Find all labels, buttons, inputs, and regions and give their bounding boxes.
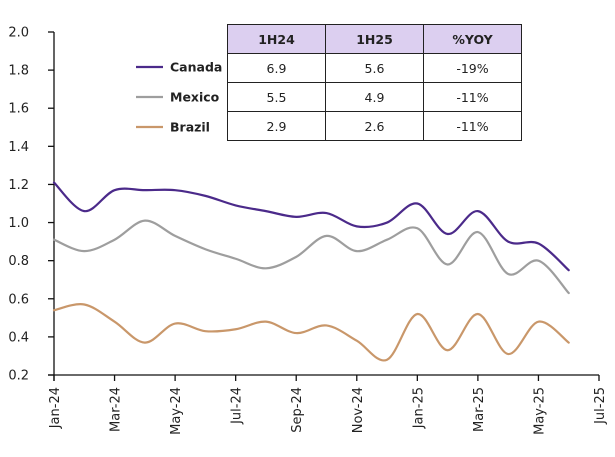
x-tick-label: Jul-24: [230, 387, 245, 425]
x-tick-label: May-25: [532, 387, 547, 435]
series-line-brazil: [52, 303, 570, 362]
table-header-row: 1H24 1H25 %YOY: [227, 24, 522, 54]
x-tick-label: Nov-24: [351, 387, 366, 433]
table-cell: 2.9: [227, 111, 326, 141]
table-cell: 5.6: [325, 53, 424, 83]
table-cell: 6.9: [227, 53, 326, 83]
table-row-brazil: 2.9 2.6 -11%: [227, 111, 522, 141]
y-tick-label: 1.2: [8, 178, 29, 193]
header-1h25: 1H25: [325, 24, 424, 54]
table-cell: -11%: [423, 82, 522, 112]
y-tick-label: 1.0: [8, 216, 29, 231]
table-row-canada: 6.9 5.6 -19%: [227, 53, 522, 83]
x-axis-ticks: Jan-24 Mar-24 May-24 Jul-24 Sep-24 Nov-24 Jan-…: [48, 375, 608, 435]
y-tick-label: 0.8: [8, 254, 29, 269]
series-lines: [52, 181, 570, 362]
x-tick-label: May-24: [169, 387, 184, 435]
x-tick-label: Jan-25: [411, 387, 426, 429]
x-tick-label: Sep-24: [290, 387, 305, 433]
table-cell: 4.9: [325, 82, 424, 112]
legend-label-brazil: Brazil: [170, 120, 210, 135]
y-axis-ticks: 2.0 1.8 1.6 1.4 1.2 1.0 0.8 0.6 0.4 0.2: [8, 26, 54, 384]
x-tick-label: Mar-24: [109, 387, 124, 432]
summary-table: 1H24 1H25 %YOY 6.9 5.6 -19% 5.5 4.9 -11%…: [227, 24, 522, 141]
y-tick-label: 1.4: [8, 140, 29, 155]
series-line-mexico: [52, 219, 570, 295]
table-cell: -11%: [423, 111, 522, 141]
y-tick-label: 0.6: [8, 292, 29, 307]
y-tick-label: 0.2: [8, 369, 29, 384]
header-yoy: %YOY: [423, 24, 522, 54]
y-tick-label: 2.0: [8, 26, 29, 41]
legend: Canada Mexico Brazil: [136, 60, 222, 135]
x-tick-label: Jan-24: [48, 387, 63, 429]
header-1h24: 1H24: [227, 24, 326, 54]
axes: [48, 32, 599, 381]
series-line-canada: [52, 181, 570, 272]
legend-label-canada: Canada: [170, 60, 222, 75]
table-cell: -19%: [423, 53, 522, 83]
table-row-mexico: 5.5 4.9 -11%: [227, 82, 522, 112]
y-tick-label: 1.8: [8, 64, 29, 79]
y-tick-label: 0.4: [8, 330, 29, 345]
x-tick-label: Jul-25: [593, 387, 608, 425]
table-cell: 2.6: [325, 111, 424, 141]
legend-label-mexico: Mexico: [170, 90, 220, 105]
x-tick-label: Mar-25: [472, 387, 487, 432]
y-tick-label: 1.6: [8, 102, 29, 117]
table-cell: 5.5: [227, 82, 326, 112]
